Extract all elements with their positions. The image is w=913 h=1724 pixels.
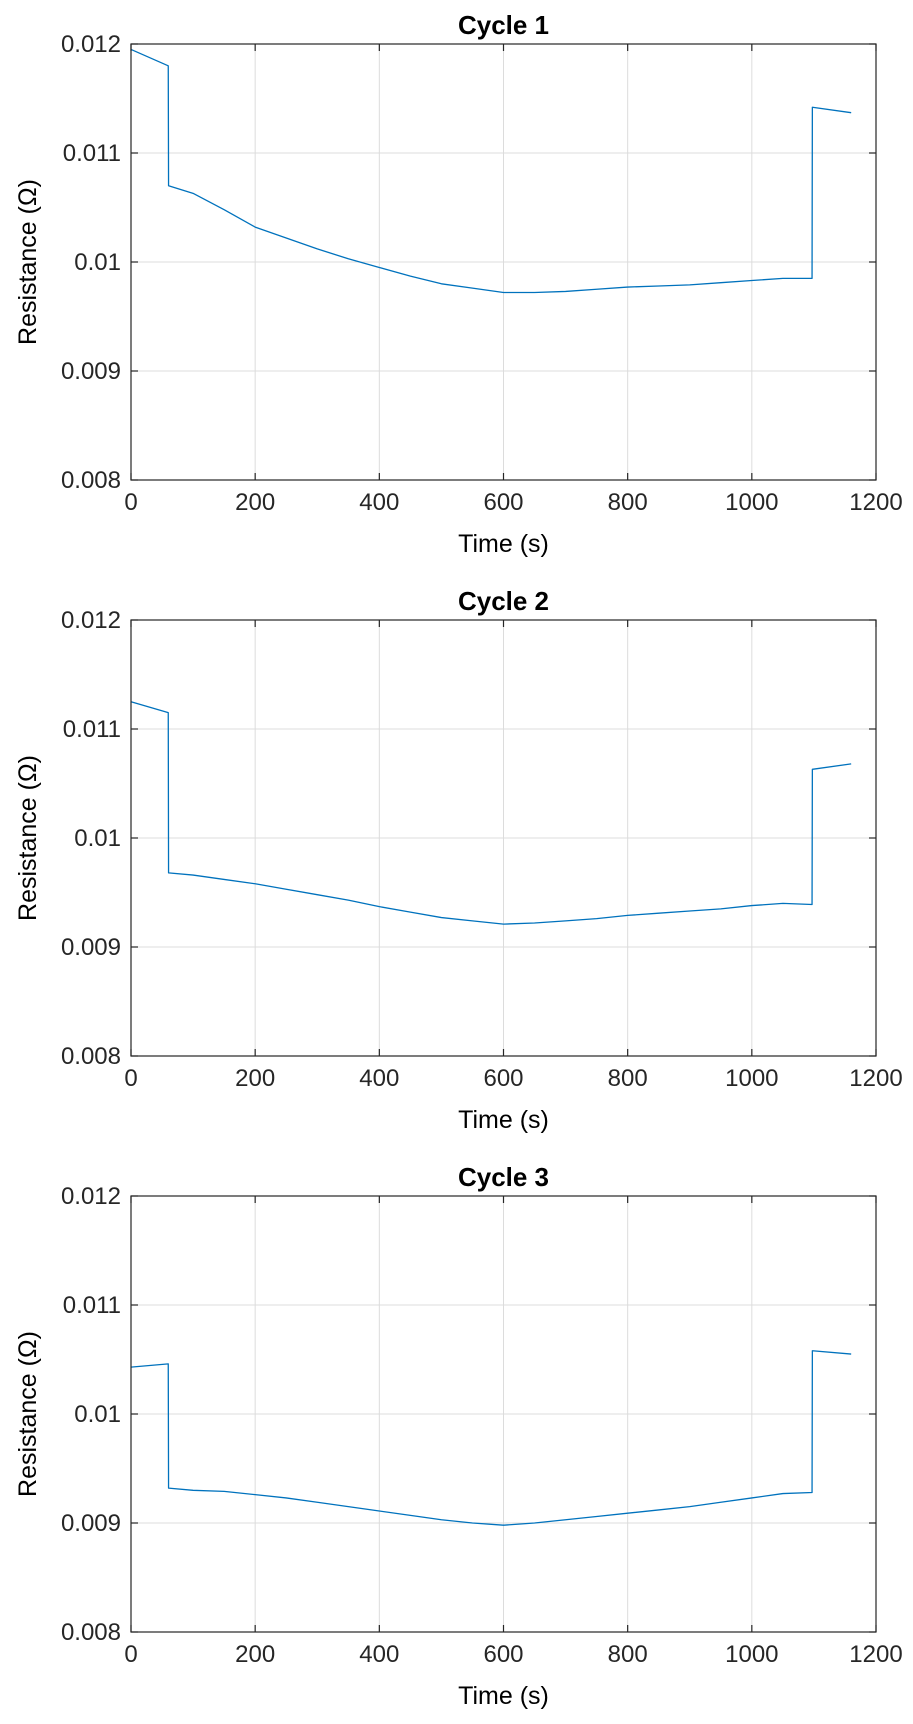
x-tick-label: 800 bbox=[608, 1641, 648, 1668]
series-line bbox=[130, 48, 852, 294]
y-tick-label: 0.008 bbox=[61, 1043, 121, 1070]
y-tick-label: 0.008 bbox=[61, 467, 121, 494]
x-tick-label: 1200 bbox=[849, 489, 902, 516]
x-tick-label: 600 bbox=[483, 489, 523, 516]
x-tick-label: 200 bbox=[235, 1065, 275, 1092]
x-tick-label: 1200 bbox=[849, 1065, 902, 1092]
x-tick-label: 600 bbox=[483, 1641, 523, 1668]
x-axis-label: Time (s) bbox=[458, 1106, 549, 1134]
x-tick-label: 400 bbox=[359, 1065, 399, 1092]
y-tick-label: 0.011 bbox=[63, 1292, 121, 1319]
series-line bbox=[130, 1350, 852, 1526]
y-tick-label: 0.012 bbox=[61, 31, 121, 58]
x-tick-label: 1200 bbox=[849, 1641, 902, 1668]
x-tick-label: 400 bbox=[359, 489, 399, 516]
chart-title: Cycle 3 bbox=[458, 1162, 549, 1192]
chart-1: 0 200 400 600 800 1000 1200 0.008 0.009 0.01 0.011… bbox=[14, 10, 903, 558]
series-line bbox=[130, 701, 852, 925]
y-tick-label: 0.009 bbox=[61, 358, 121, 385]
chart-title: Cycle 1 bbox=[458, 10, 549, 40]
x-tick-label: 800 bbox=[608, 1065, 648, 1092]
y-tick-label: 0.008 bbox=[61, 1619, 121, 1646]
y-tick-label: 0.009 bbox=[61, 934, 121, 961]
x-tick-label: 600 bbox=[483, 1065, 523, 1092]
y-tick-label: 0.011 bbox=[63, 716, 121, 743]
x-tick-label: 1000 bbox=[725, 1641, 778, 1668]
chart-2: 0 200 400 600 800 1000 1200 0.008 0.009 0.01 0.011… bbox=[14, 586, 903, 1134]
x-tick-label: 1000 bbox=[725, 1065, 778, 1092]
y-tick-label: 0.01 bbox=[74, 249, 121, 276]
x-tick-label: 1000 bbox=[725, 489, 778, 516]
x-tick-label: 400 bbox=[359, 1641, 399, 1668]
y-tick-label: 0.012 bbox=[61, 1183, 121, 1210]
x-tick-label: 800 bbox=[608, 489, 648, 516]
chart-title: Cycle 2 bbox=[458, 586, 549, 616]
y-tick-label: 0.01 bbox=[74, 1401, 121, 1428]
y-tick-label: 0.009 bbox=[61, 1510, 121, 1537]
x-tick-label: 200 bbox=[235, 1641, 275, 1668]
y-tick-label: 0.011 bbox=[63, 140, 121, 167]
x-axis-label: Time (s) bbox=[458, 530, 549, 558]
x-tick-label: 200 bbox=[235, 489, 275, 516]
y-tick-label: 0.01 bbox=[74, 825, 121, 852]
x-tick-label: 0 bbox=[124, 489, 137, 516]
x-axis-label: Time (s) bbox=[458, 1682, 549, 1710]
y-axis-label: Resistance (Ω) bbox=[14, 179, 42, 345]
y-axis-label: Resistance (Ω) bbox=[14, 755, 42, 921]
x-tick-label: 0 bbox=[124, 1065, 137, 1092]
y-axis-label: Resistance (Ω) bbox=[14, 1331, 42, 1497]
x-tick-label: 0 bbox=[124, 1641, 137, 1668]
chart-3: 0 200 400 600 800 1000 1200 0.008 0.009 0.01 0.011… bbox=[14, 1162, 903, 1710]
y-tick-label: 0.012 bbox=[61, 607, 121, 634]
